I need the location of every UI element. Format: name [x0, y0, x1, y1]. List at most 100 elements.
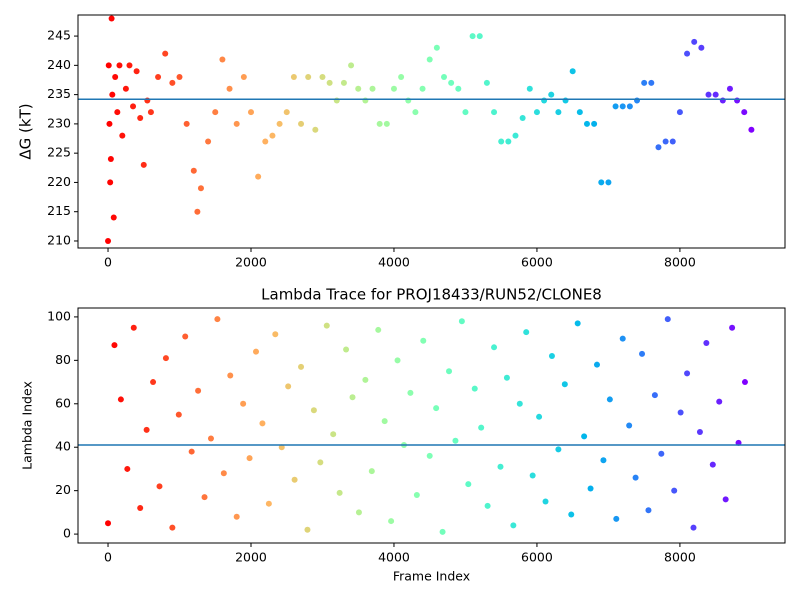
point — [612, 103, 619, 110]
point — [298, 363, 305, 370]
point — [336, 489, 343, 496]
point — [600, 457, 607, 464]
y-tick-label: 235 — [47, 86, 71, 101]
point — [698, 44, 705, 51]
point — [169, 524, 176, 531]
point — [240, 400, 247, 407]
point — [703, 339, 710, 346]
point — [412, 109, 419, 116]
point — [240, 74, 247, 81]
point — [116, 62, 123, 69]
point — [323, 322, 330, 329]
point — [441, 74, 448, 81]
point — [626, 103, 633, 110]
point — [413, 492, 420, 499]
point — [388, 518, 395, 525]
point — [690, 524, 697, 531]
point — [319, 74, 326, 81]
point — [376, 120, 383, 127]
point — [247, 109, 254, 116]
point — [109, 91, 116, 98]
point — [108, 15, 115, 22]
point — [362, 97, 369, 104]
point — [368, 468, 375, 475]
point — [548, 91, 555, 98]
point — [512, 132, 519, 139]
point — [369, 85, 376, 92]
point — [176, 74, 183, 81]
x-tick-label: 8000 — [664, 550, 696, 565]
point — [465, 481, 472, 488]
point — [291, 476, 298, 483]
point — [576, 109, 583, 116]
point — [605, 179, 612, 186]
point — [684, 370, 691, 377]
point — [155, 74, 162, 81]
point — [516, 400, 523, 407]
point — [705, 91, 712, 98]
point — [156, 483, 163, 490]
plot-frame — [77, 307, 786, 544]
point — [469, 33, 476, 40]
point — [226, 85, 233, 92]
point — [420, 337, 427, 344]
point — [452, 437, 459, 444]
point — [505, 138, 512, 145]
point — [137, 505, 144, 512]
point — [117, 396, 124, 403]
point — [523, 329, 530, 336]
point — [483, 79, 490, 86]
point — [111, 342, 118, 349]
point — [741, 379, 748, 386]
point — [355, 509, 362, 516]
point — [448, 79, 455, 86]
point — [498, 138, 505, 145]
y-tick-label: 60 — [55, 395, 71, 410]
point — [214, 316, 221, 323]
point — [526, 85, 533, 92]
point — [107, 179, 114, 186]
point — [312, 126, 319, 133]
point — [143, 426, 150, 433]
point — [568, 511, 575, 518]
x-tick-label: 2000 — [235, 550, 267, 565]
point — [150, 379, 157, 386]
point — [162, 355, 169, 362]
point — [362, 376, 369, 383]
point — [587, 485, 594, 492]
point — [581, 433, 588, 440]
point — [491, 344, 498, 351]
point — [212, 109, 219, 116]
point — [548, 352, 555, 359]
point — [696, 429, 703, 436]
point — [227, 372, 234, 379]
point — [662, 138, 669, 145]
point — [246, 455, 253, 462]
point — [269, 132, 276, 139]
point — [591, 120, 598, 127]
point — [669, 138, 676, 145]
point — [110, 214, 117, 221]
y-tick-label: 220 — [47, 174, 71, 189]
point — [197, 185, 204, 192]
point — [207, 435, 214, 442]
point — [729, 324, 736, 331]
point — [712, 91, 719, 98]
x-tick-label: 4000 — [378, 255, 410, 270]
y-tick-label: 245 — [47, 28, 71, 43]
point — [253, 348, 260, 355]
point — [194, 208, 201, 215]
point — [664, 316, 671, 323]
point — [648, 79, 655, 86]
x-axis-label: Frame Index — [393, 569, 470, 584]
point — [317, 459, 324, 466]
point — [645, 507, 652, 514]
point — [691, 38, 698, 45]
point — [304, 526, 311, 533]
point — [265, 500, 272, 507]
point — [476, 33, 483, 40]
point — [137, 115, 144, 122]
point — [130, 324, 137, 331]
point — [734, 97, 741, 104]
